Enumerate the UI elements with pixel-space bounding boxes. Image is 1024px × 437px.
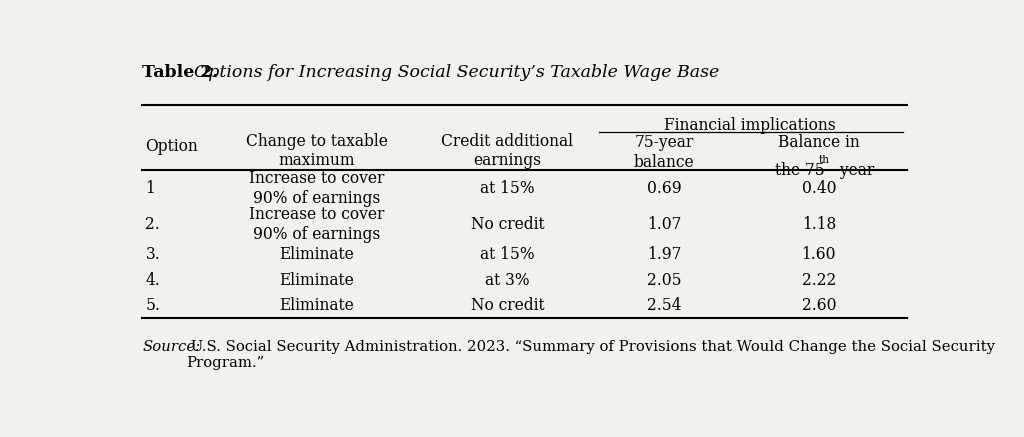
Text: 3.: 3. <box>145 246 160 264</box>
Text: No credit: No credit <box>471 216 544 233</box>
Text: 0.69: 0.69 <box>647 180 681 197</box>
Text: Financial implications: Financial implications <box>664 117 836 134</box>
Text: Credit additional
earnings: Credit additional earnings <box>441 132 573 169</box>
Text: Source:: Source: <box>142 340 201 354</box>
Text: the 75: the 75 <box>775 162 825 179</box>
Text: Eliminate: Eliminate <box>280 271 354 288</box>
Text: 1: 1 <box>145 180 156 197</box>
Text: at 15%: at 15% <box>480 180 535 197</box>
Text: Eliminate: Eliminate <box>280 297 354 314</box>
Text: Increase to cover
90% of earnings: Increase to cover 90% of earnings <box>249 206 385 243</box>
Text: at 15%: at 15% <box>480 246 535 264</box>
Text: Options for Increasing Social Security’s Taxable Wage Base: Options for Increasing Social Security’s… <box>194 64 719 81</box>
Text: 0.40: 0.40 <box>802 180 836 197</box>
Text: 1.18: 1.18 <box>802 216 836 233</box>
Text: 2.54: 2.54 <box>647 297 681 314</box>
Text: 1.60: 1.60 <box>802 246 836 264</box>
Text: 2.22: 2.22 <box>802 271 836 288</box>
Text: 2.: 2. <box>145 216 160 233</box>
Text: Eliminate: Eliminate <box>280 246 354 264</box>
Text: at 3%: at 3% <box>485 271 529 288</box>
Text: U.S. Social Security Administration. 2023. “Summary of Provisions that Would Cha: U.S. Social Security Administration. 202… <box>186 340 995 370</box>
Text: No credit: No credit <box>471 297 544 314</box>
Text: 75-year
balance: 75-year balance <box>634 134 694 171</box>
Text: 1.97: 1.97 <box>647 246 681 264</box>
Text: 5.: 5. <box>145 297 161 314</box>
Text: Table 2.: Table 2. <box>142 64 224 81</box>
Text: th: th <box>819 155 829 165</box>
Text: 2.60: 2.60 <box>802 297 836 314</box>
Text: Increase to cover
90% of earnings: Increase to cover 90% of earnings <box>249 170 385 207</box>
Text: Balance in: Balance in <box>778 134 860 151</box>
Text: 1.07: 1.07 <box>647 216 681 233</box>
Text: 2.05: 2.05 <box>647 271 681 288</box>
Text: Option: Option <box>145 138 199 155</box>
Text: 4.: 4. <box>145 271 160 288</box>
Text: year: year <box>835 162 873 179</box>
Text: Change to taxable
maximum: Change to taxable maximum <box>246 132 388 169</box>
